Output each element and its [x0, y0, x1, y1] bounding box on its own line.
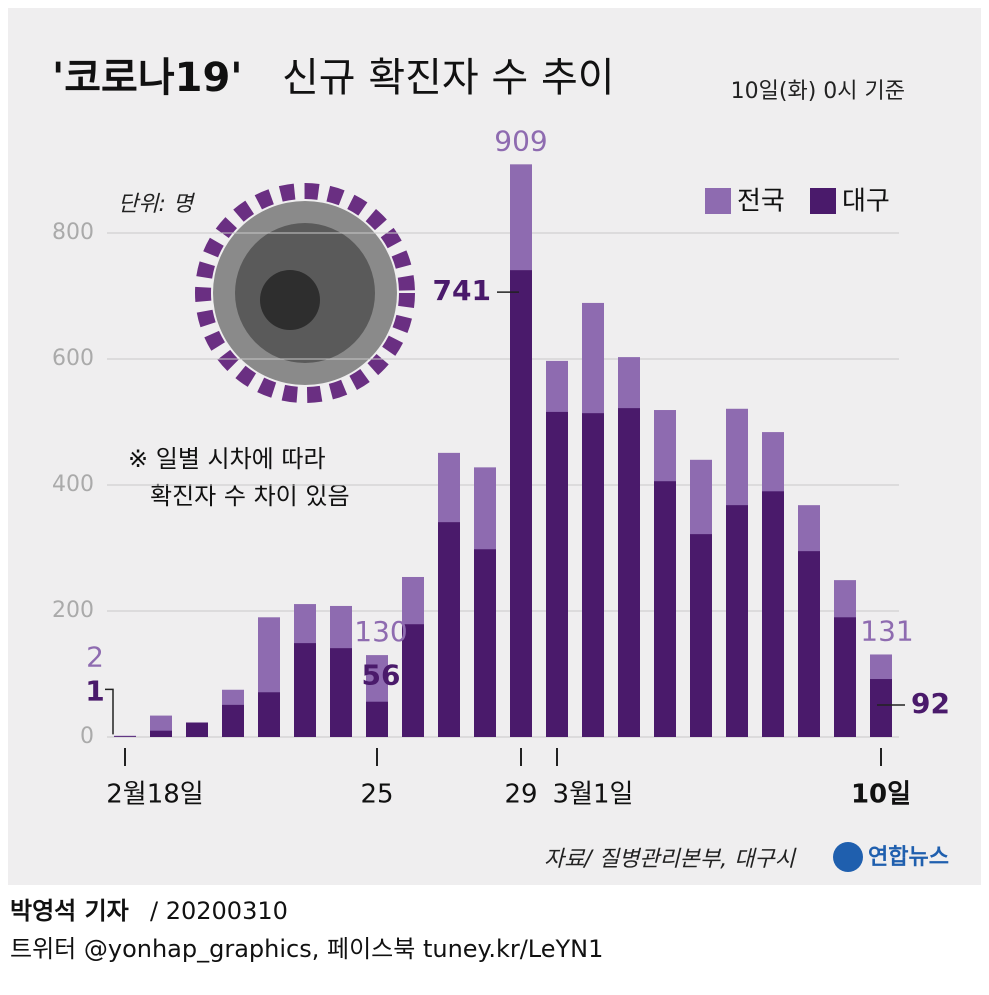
- bar: [114, 736, 136, 737]
- bar: [726, 505, 748, 737]
- virus-illustration: [195, 183, 415, 403]
- legend-swatch: [705, 188, 731, 214]
- legend-swatch: [810, 188, 836, 214]
- unit-label: 단위: 명: [118, 192, 196, 217]
- data-label: 1: [85, 674, 104, 707]
- byline-author: 박영석 기자: [10, 897, 129, 925]
- data-label: 2: [86, 641, 104, 674]
- x-tick-label: 10일: [851, 780, 911, 810]
- data-label: 741: [433, 274, 491, 307]
- bar: [258, 692, 280, 737]
- y-tick-label: 0: [80, 724, 94, 749]
- source: 자료/ 질병관리본부, 대구시: [544, 847, 797, 872]
- bar: [618, 408, 640, 737]
- annotation: ※ 일별 시차에 따라: [128, 445, 326, 473]
- data-label: 131: [860, 614, 913, 647]
- byline-sns: 트위터 @yonhap_graphics, 페이스북 tuney.kr/LeYN…: [10, 935, 603, 963]
- label-leader: [105, 688, 114, 735]
- legend-label: 전국: [737, 187, 785, 217]
- bar: [690, 534, 712, 737]
- byline-date: / 20200310: [150, 897, 288, 925]
- data-label: 56: [362, 659, 401, 692]
- bar: [834, 617, 856, 737]
- bar: [546, 411, 568, 737]
- bar: [222, 704, 244, 737]
- chart-background: [8, 8, 981, 885]
- bar: [582, 413, 604, 737]
- bar: [330, 648, 352, 737]
- bar: [654, 481, 676, 737]
- x-tick-label: 3월1일: [553, 780, 634, 810]
- bar: [294, 643, 316, 737]
- chart-subtitle: 신규 확진자 수 추이: [282, 55, 615, 101]
- bar: [762, 491, 784, 737]
- bar: [870, 679, 892, 737]
- data-label: 909: [494, 124, 547, 157]
- y-tick-label: 400: [52, 472, 94, 497]
- annotation: 확진자 수 차이 있음: [150, 482, 350, 510]
- legend-label: 대구: [842, 187, 890, 217]
- y-tick-label: 600: [52, 346, 94, 371]
- x-tick-label: 29: [504, 780, 537, 810]
- date-note: 10일(화) 0시 기준: [731, 79, 905, 104]
- y-tick-label: 800: [52, 220, 94, 245]
- brand-logo: [833, 842, 863, 872]
- bar: [186, 722, 208, 737]
- data-label: 130: [354, 615, 407, 648]
- brand: 연합뉴스: [868, 844, 949, 870]
- bar: [474, 549, 496, 737]
- data-label: 92: [911, 687, 950, 720]
- bar: [438, 522, 460, 737]
- bar: [402, 624, 424, 737]
- x-tick-label: 2월18일: [106, 780, 203, 810]
- bar: [150, 730, 172, 737]
- x-tick-label: 25: [360, 780, 393, 810]
- bar: [366, 701, 388, 737]
- bar: [798, 551, 820, 737]
- chart-title: '코로나19': [52, 55, 243, 101]
- bar: [510, 270, 532, 737]
- y-tick-label: 200: [52, 598, 94, 623]
